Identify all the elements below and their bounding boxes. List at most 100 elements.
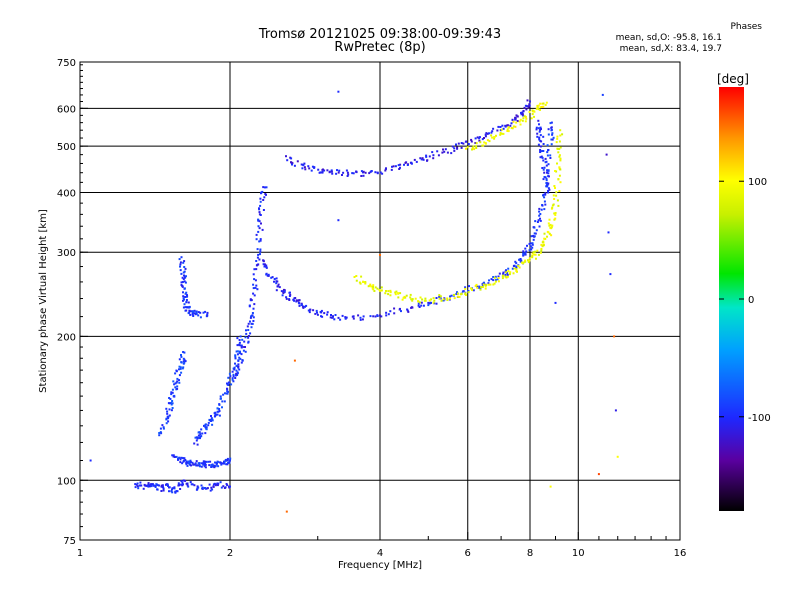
data-point (155, 483, 158, 486)
data-point (221, 400, 224, 403)
data-point (538, 136, 541, 139)
data-point (432, 157, 435, 160)
data-point (172, 455, 175, 458)
data-point (165, 417, 168, 420)
data-point (168, 397, 171, 399)
data-point (501, 275, 504, 278)
y-tick-label: 75 (63, 536, 76, 547)
data-point (180, 355, 183, 358)
data-point (263, 265, 266, 268)
data-point (476, 136, 479, 139)
isolated-point (614, 409, 617, 412)
data-point (540, 155, 543, 158)
data-point (212, 485, 215, 488)
data-point (536, 221, 539, 223)
data-point (259, 239, 262, 242)
data-point (406, 309, 409, 312)
data-point (249, 320, 251, 323)
data-point (491, 130, 494, 133)
data-point (188, 310, 191, 313)
data-point (300, 304, 303, 306)
data-point (502, 132, 505, 135)
data-point (487, 283, 490, 286)
data-point (352, 317, 355, 320)
data-point (529, 242, 532, 245)
data-point (436, 150, 439, 153)
data-point (497, 280, 500, 283)
data-point (515, 265, 518, 268)
data-point (180, 256, 183, 259)
data-point (184, 292, 187, 295)
y-tick-label: 100 (57, 476, 76, 487)
data-point (176, 387, 179, 390)
data-point (200, 484, 203, 487)
data-point (187, 301, 190, 304)
data-point (211, 488, 214, 491)
data-point (528, 249, 531, 252)
data-point (389, 310, 392, 313)
data-point (550, 234, 553, 237)
data-point (187, 312, 190, 315)
data-point (174, 382, 177, 385)
data-point (475, 147, 478, 149)
data-point (453, 147, 456, 150)
data-point (210, 415, 212, 417)
data-point (283, 290, 286, 293)
colorbar-ticks: 100 0 -100 (719, 177, 771, 424)
data-point (480, 286, 483, 289)
data-point (182, 351, 185, 353)
data-point (505, 276, 508, 279)
data-point (201, 486, 204, 489)
isolated-point (605, 153, 608, 156)
data-point (440, 299, 443, 302)
data-point (342, 171, 345, 174)
data-point (341, 314, 344, 317)
data-point (328, 171, 331, 174)
data-point (477, 286, 480, 289)
data-point (180, 354, 182, 356)
data-point (180, 371, 183, 374)
data-point (556, 137, 559, 140)
data-point (551, 138, 554, 141)
data-point (240, 345, 243, 348)
data-point (486, 132, 489, 135)
data-point (258, 211, 261, 214)
data-point (226, 382, 228, 385)
data-point (234, 362, 236, 365)
data-point (528, 111, 531, 113)
data-point (450, 294, 453, 297)
data-point (252, 292, 255, 295)
data-point (255, 238, 258, 241)
data-point (186, 306, 189, 309)
data-point (203, 465, 206, 468)
data-point (147, 482, 150, 485)
data-point (205, 427, 208, 430)
data-point (241, 359, 244, 362)
data-point (226, 387, 228, 390)
data-point (543, 208, 546, 211)
data-point (193, 309, 196, 312)
data-point (360, 275, 363, 278)
data-point (501, 124, 504, 127)
data-point (532, 234, 535, 237)
data-point (527, 261, 530, 264)
data-point (449, 297, 451, 300)
data-point (259, 214, 262, 216)
data-point (473, 148, 476, 151)
data-point (427, 304, 430, 307)
data-point (323, 169, 326, 172)
data-point (418, 306, 421, 308)
data-point (534, 250, 537, 253)
data-point (550, 128, 553, 131)
data-point (176, 490, 179, 493)
data-point (179, 461, 182, 464)
data-point (314, 312, 317, 315)
data-point (188, 460, 190, 463)
data-point (251, 312, 254, 314)
data-point (483, 141, 486, 144)
data-point (177, 458, 179, 461)
data-point (134, 483, 137, 486)
data-point (399, 166, 401, 169)
data-point (352, 172, 355, 175)
data-point (258, 258, 261, 261)
